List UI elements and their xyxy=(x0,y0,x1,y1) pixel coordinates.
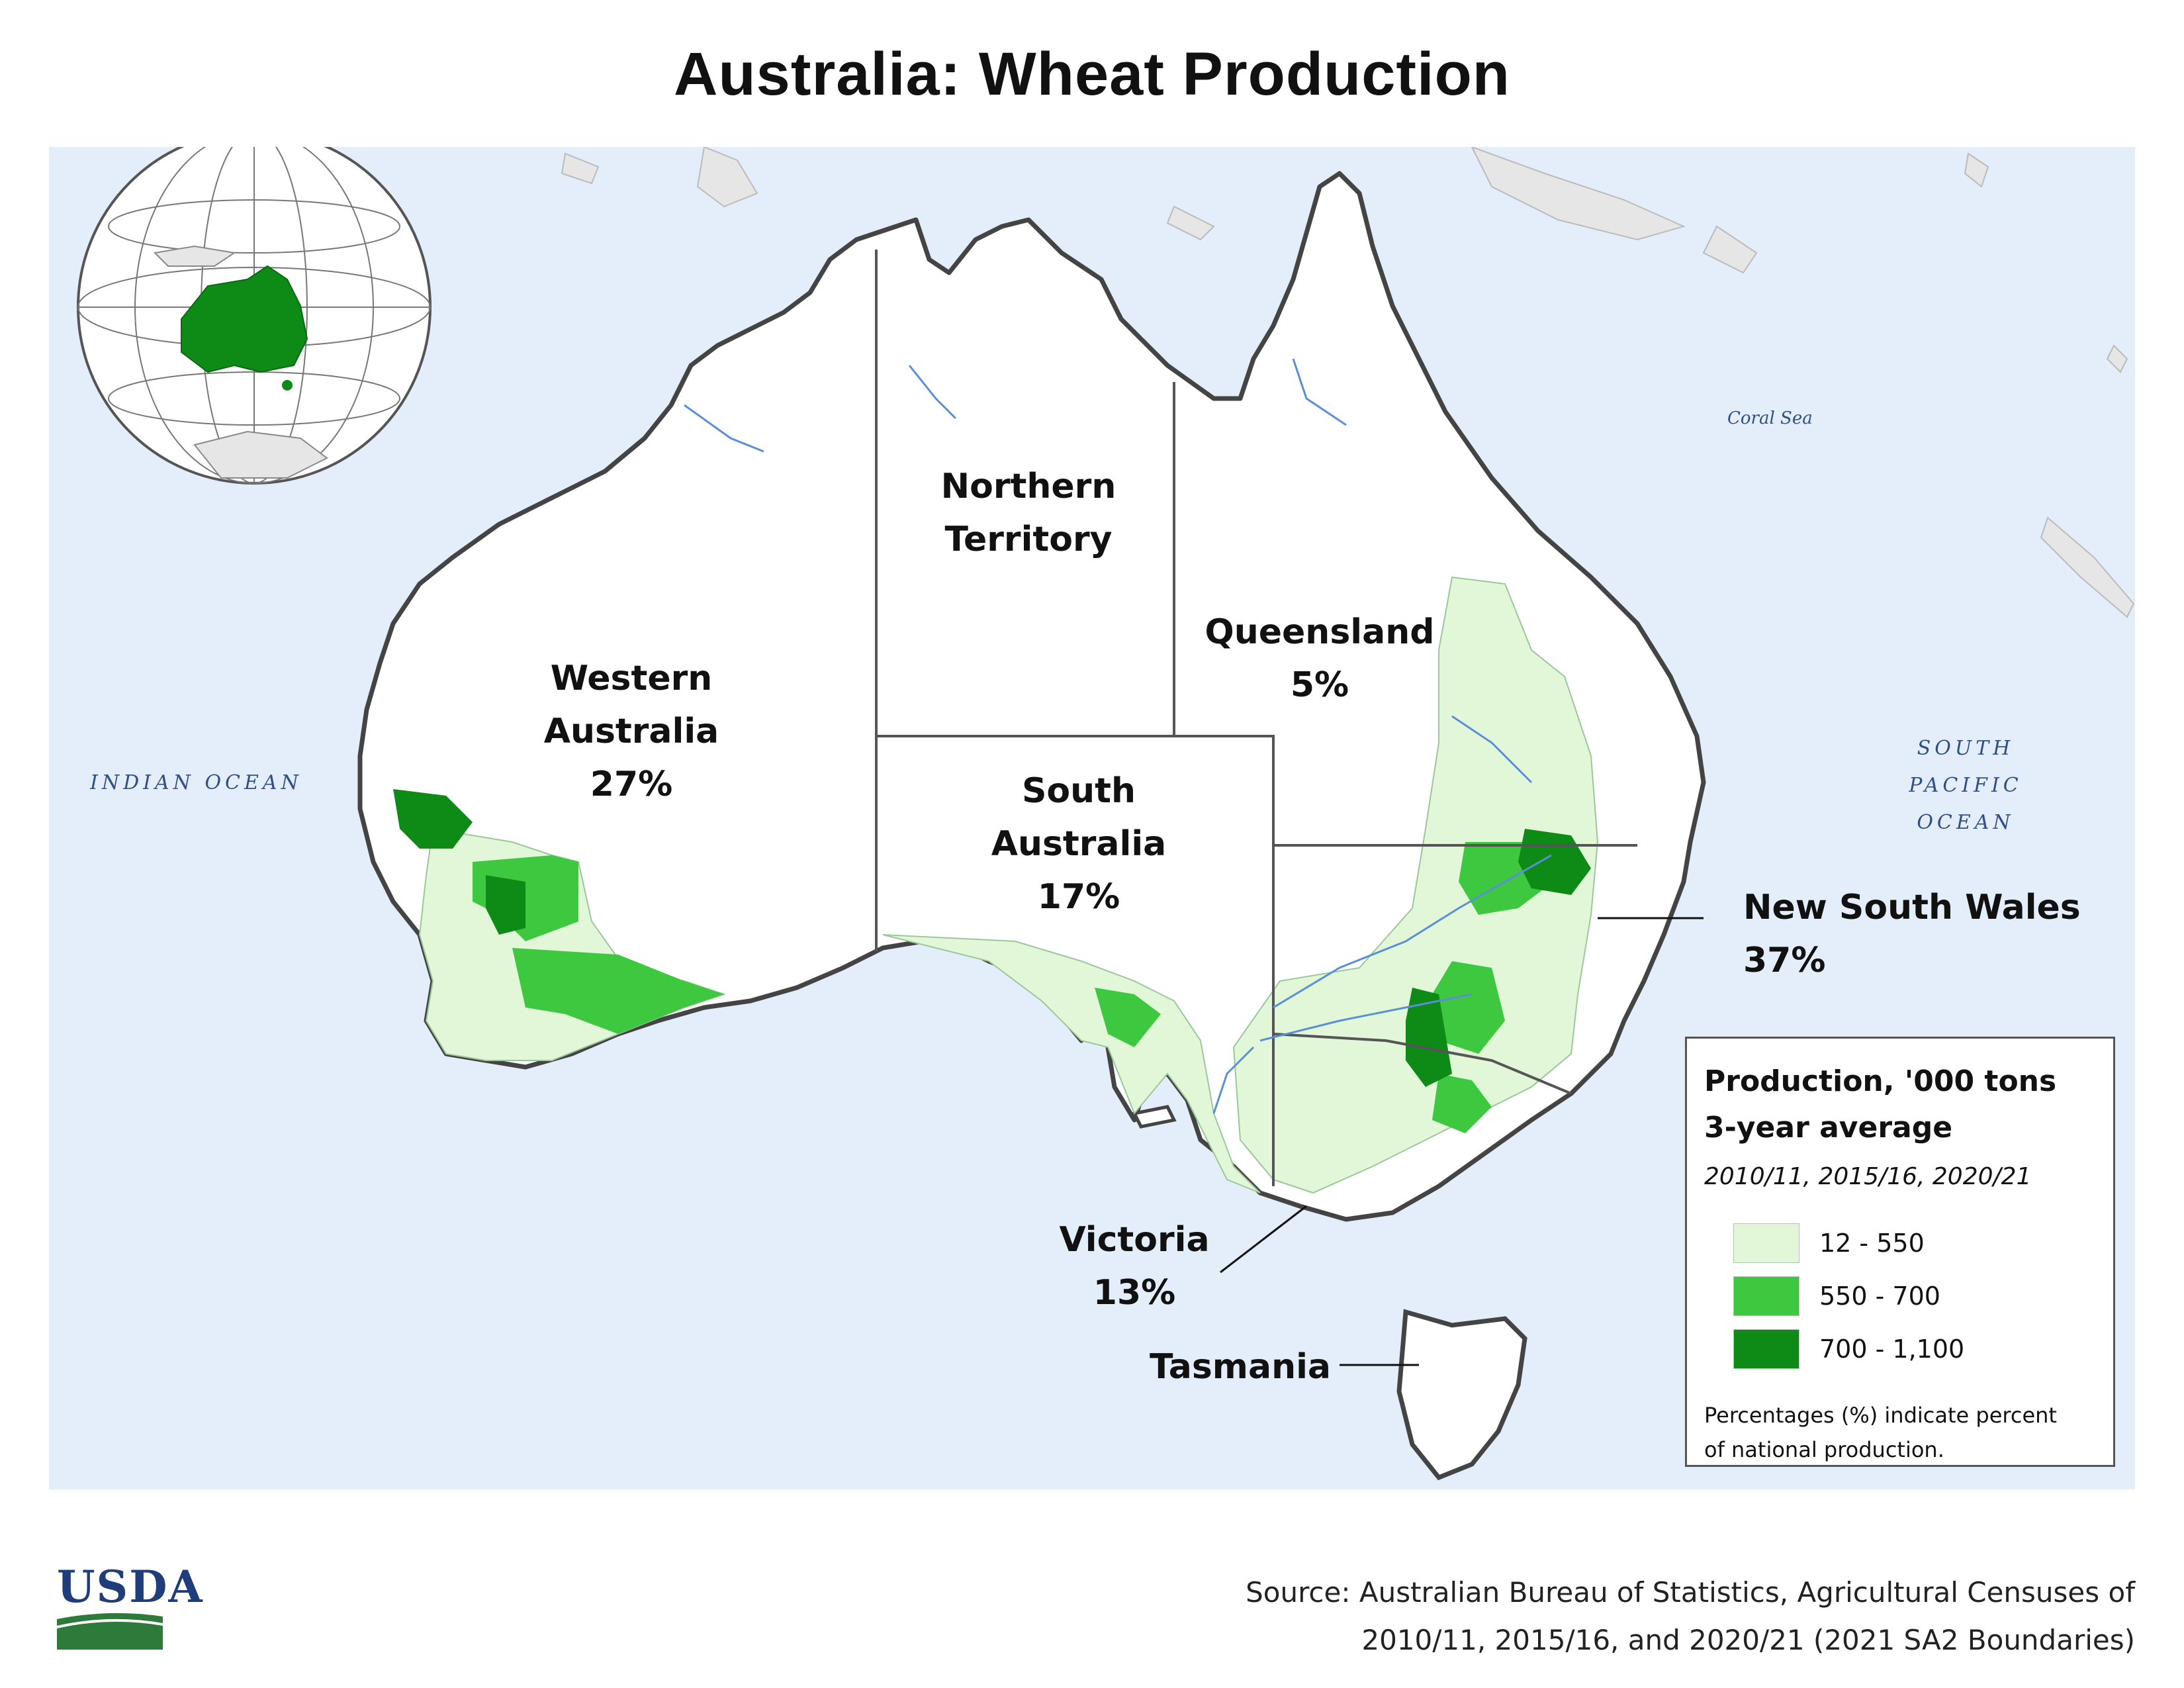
kangaroo-island xyxy=(1132,1105,1177,1129)
region-dark-nsw-central xyxy=(1406,988,1452,1087)
usda-logo: USDA xyxy=(56,1561,204,1653)
legend-item: 550 - 700 xyxy=(1704,1270,2096,1323)
map-canvas: INDIAN OCEAN Coral Sea SOUTH PACIFIC OCE… xyxy=(49,147,2135,1489)
south-pacific-label-3: OCEAN xyxy=(1917,811,2014,834)
legend-item: 12 - 550 xyxy=(1704,1217,2096,1270)
tasmania-island xyxy=(1396,1309,1527,1481)
label-sa-name-2: Australia xyxy=(991,824,1167,864)
legend-title-line1: Production, '000 tons xyxy=(1704,1064,2057,1098)
rivers xyxy=(684,358,1552,1114)
globe-australia xyxy=(181,265,308,373)
legend-note-line2: of national production. xyxy=(1704,1437,1944,1462)
source-line2: 2010/11, 2015/16, and 2020/21 (2021 SA2 … xyxy=(1361,1624,2135,1656)
south-pacific-label-1: SOUTH xyxy=(1917,737,2015,760)
neighbouring-land xyxy=(561,147,2135,618)
label-wa-name-2: Australia xyxy=(544,712,719,751)
usda-logo-text: USDA xyxy=(57,1561,204,1613)
indian-ocean-label: INDIAN OCEAN xyxy=(89,771,302,794)
usda-logo-swoosh xyxy=(56,1613,163,1650)
map-legend: Production, '000 tons 3-year average 201… xyxy=(1685,1037,2115,1467)
label-vic-pct: 13% xyxy=(1093,1273,1175,1313)
region-mid-sa xyxy=(1095,988,1161,1047)
label-qld-pct: 5% xyxy=(1291,665,1349,705)
region-mid-nsw-central xyxy=(1432,961,1505,1054)
legend-swatch xyxy=(1733,1276,1799,1316)
region-light-sa xyxy=(882,934,1261,1194)
source-line1: Source: Australian Bureau of Statistics,… xyxy=(1246,1576,2135,1609)
legend-subtitle: 2010/11, 2015/16, 2020/21 xyxy=(1704,1163,2032,1190)
leader-lines xyxy=(1220,917,1704,1366)
region-dark-wa-central xyxy=(486,875,525,935)
label-sa-name-1: South xyxy=(1022,771,1136,811)
legend-item: 700 - 1,100 xyxy=(1704,1323,2096,1376)
legend-note: Percentages (%) indicate percent of nati… xyxy=(1704,1398,2096,1467)
legend-swatch xyxy=(1733,1329,1799,1369)
legend-item-label: 12 - 550 xyxy=(1819,1229,1925,1258)
legend-item-label: 700 - 1,100 xyxy=(1819,1335,1965,1364)
source-note: Source: Australian Bureau of Statistics,… xyxy=(1246,1569,2135,1664)
label-nsw-pct: 37% xyxy=(1743,941,1825,980)
legend-items: 12 - 550 550 - 700 700 - 1,100 xyxy=(1704,1217,2096,1376)
label-wa-name-1: Western xyxy=(551,659,713,698)
label-tas-name: Tasmania xyxy=(1150,1347,1331,1387)
label-nsw-name: New South Wales xyxy=(1743,888,2081,927)
legend-title-line2: 3-year average xyxy=(1704,1111,1953,1145)
legend-item-label: 550 - 700 xyxy=(1819,1282,1940,1311)
state-borders xyxy=(875,250,1637,1186)
coral-sea-label: Coral Sea xyxy=(1727,408,1813,428)
label-sa-pct: 17% xyxy=(1038,877,1120,917)
south-pacific-label-2: PACIFIC xyxy=(1908,774,2023,797)
inset-globe xyxy=(77,147,432,485)
map-title: Australia: Wheat Production xyxy=(674,40,1510,108)
label-nt-name-2: Territory xyxy=(944,520,1112,559)
region-light-east xyxy=(1232,576,1599,1194)
legend-note-line1: Percentages (%) indicate percent xyxy=(1704,1403,2057,1428)
label-qld-name: Queensland xyxy=(1205,612,1435,652)
label-vic-name: Victoria xyxy=(1059,1220,1209,1260)
label-nt-name-1: Northern xyxy=(941,467,1116,506)
legend-swatch xyxy=(1733,1223,1799,1263)
region-mid-nsw-south xyxy=(1432,1074,1492,1133)
label-wa-pct: 27% xyxy=(590,765,672,804)
region-mid-wa-south xyxy=(512,948,724,1034)
region-dark-wa-north xyxy=(393,789,473,849)
